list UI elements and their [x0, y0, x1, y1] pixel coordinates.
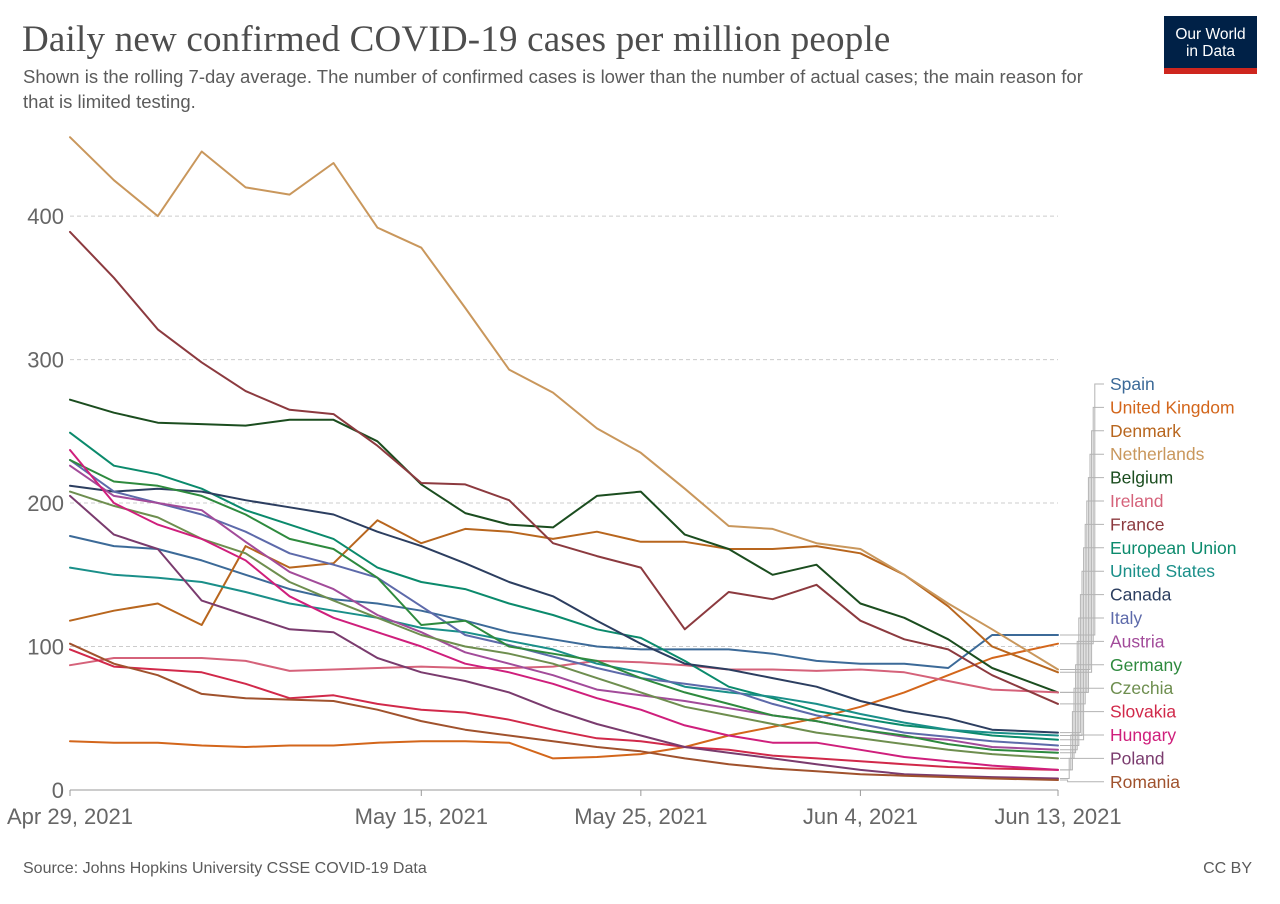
series-line-poland	[69, 494, 1059, 780]
legend-label-hungary: Hungary	[1110, 725, 1176, 745]
y-tick-label: 200	[27, 491, 64, 516]
series-line-belgium	[69, 398, 1059, 694]
legend-label-italy: Italy	[1110, 608, 1142, 628]
license-link[interactable]: CC BY	[1203, 860, 1252, 877]
x-tick-label: May 15, 2021	[355, 804, 488, 829]
series-line-italy	[69, 459, 1059, 747]
legend-label-france: France	[1110, 514, 1164, 534]
x-axis: Apr 29, 2021 May 15, 2021 May 25, 2021 Jun …	[7, 789, 1122, 829]
legend-connector	[1060, 547, 1104, 741]
legend-label-european-union: European Union	[1110, 538, 1236, 558]
legend-label-united-states: United States	[1110, 561, 1215, 581]
legend-label-romania: Romania	[1110, 772, 1180, 792]
series-lines	[69, 136, 1059, 781]
legend: Spain United Kingdom Denmark Netherlands Bel…	[1060, 374, 1236, 792]
legend-label-germany: Germany	[1110, 655, 1182, 675]
legend-connector	[1060, 617, 1104, 746]
legend-label-slovakia: Slovakia	[1110, 702, 1176, 722]
logo-line-2: in Data	[1185, 43, 1236, 60]
legend-label-canada: Canada	[1110, 585, 1172, 605]
series-line-united-kingdom	[69, 642, 1059, 760]
series-line-denmark	[69, 519, 1059, 674]
series-line-france	[69, 230, 1059, 705]
legend-connector	[1060, 570, 1104, 736]
legend-label-poland: Poland	[1110, 748, 1165, 768]
legend-label-belgium: Belgium	[1110, 468, 1173, 488]
legend-connector	[1060, 594, 1104, 734]
legend-connector	[1060, 406, 1104, 645]
legend-connector	[1060, 640, 1104, 751]
chart-subtitle: Shown is the rolling 7-day average. The …	[23, 66, 1083, 112]
series-line-spain	[69, 535, 1059, 669]
logo-line-1: Our World	[1175, 26, 1246, 43]
x-tick-label: Jun 4, 2021	[803, 804, 918, 829]
y-tick-label: 0	[52, 778, 64, 803]
legend-connector	[1060, 523, 1104, 705]
legend-connector	[1060, 664, 1104, 754]
y-tick-label: 400	[27, 204, 64, 229]
y-axis: 0 100 200 300 400	[27, 204, 64, 803]
series-line-hungary	[69, 449, 1059, 771]
legend-connector	[1060, 757, 1104, 779]
series-line-netherlands	[69, 136, 1059, 671]
legend-label-czechia: Czechia	[1110, 678, 1173, 698]
series-line-austria	[69, 464, 1059, 751]
legend-label-ireland: Ireland	[1110, 491, 1164, 511]
legend-connector	[1060, 734, 1104, 771]
series-line-canada	[69, 484, 1059, 734]
series-line-ireland	[69, 657, 1059, 694]
series-line-united-states	[69, 566, 1059, 737]
legend-label-netherlands: Netherlands	[1110, 444, 1205, 464]
legend-connector	[1060, 779, 1104, 783]
legend-connector	[1060, 383, 1104, 636]
owid-logo[interactable]: Our World in Data	[1164, 16, 1257, 74]
legend-connector	[1060, 500, 1104, 693]
legend-label-austria: Austria	[1110, 631, 1165, 651]
series-line-european-union	[69, 431, 1059, 741]
legend-connector	[1060, 453, 1104, 670]
series-line-slovakia	[69, 648, 1059, 771]
x-tick-label: May 25, 2021	[574, 804, 707, 829]
legend-connector	[1060, 687, 1104, 759]
y-tick-label: 100	[27, 635, 64, 660]
gridlines	[70, 215, 1058, 648]
legend-label-united-kingdom: United Kingdom	[1110, 397, 1235, 417]
legend-label-spain: Spain	[1110, 374, 1155, 394]
series-line-romania	[69, 642, 1059, 781]
y-tick-label: 300	[27, 348, 64, 373]
series-line-germany	[69, 459, 1059, 754]
x-tick-label: Jun 13, 2021	[994, 804, 1121, 829]
source-note: Source: Johns Hopkins University CSSE CO…	[23, 860, 427, 877]
series-line-czechia	[69, 490, 1059, 760]
legend-label-denmark: Denmark	[1110, 421, 1181, 441]
x-tick-label: Apr 29, 2021	[7, 804, 133, 829]
chart-title: Daily new confirmed COVID-19 cases per m…	[22, 19, 891, 60]
